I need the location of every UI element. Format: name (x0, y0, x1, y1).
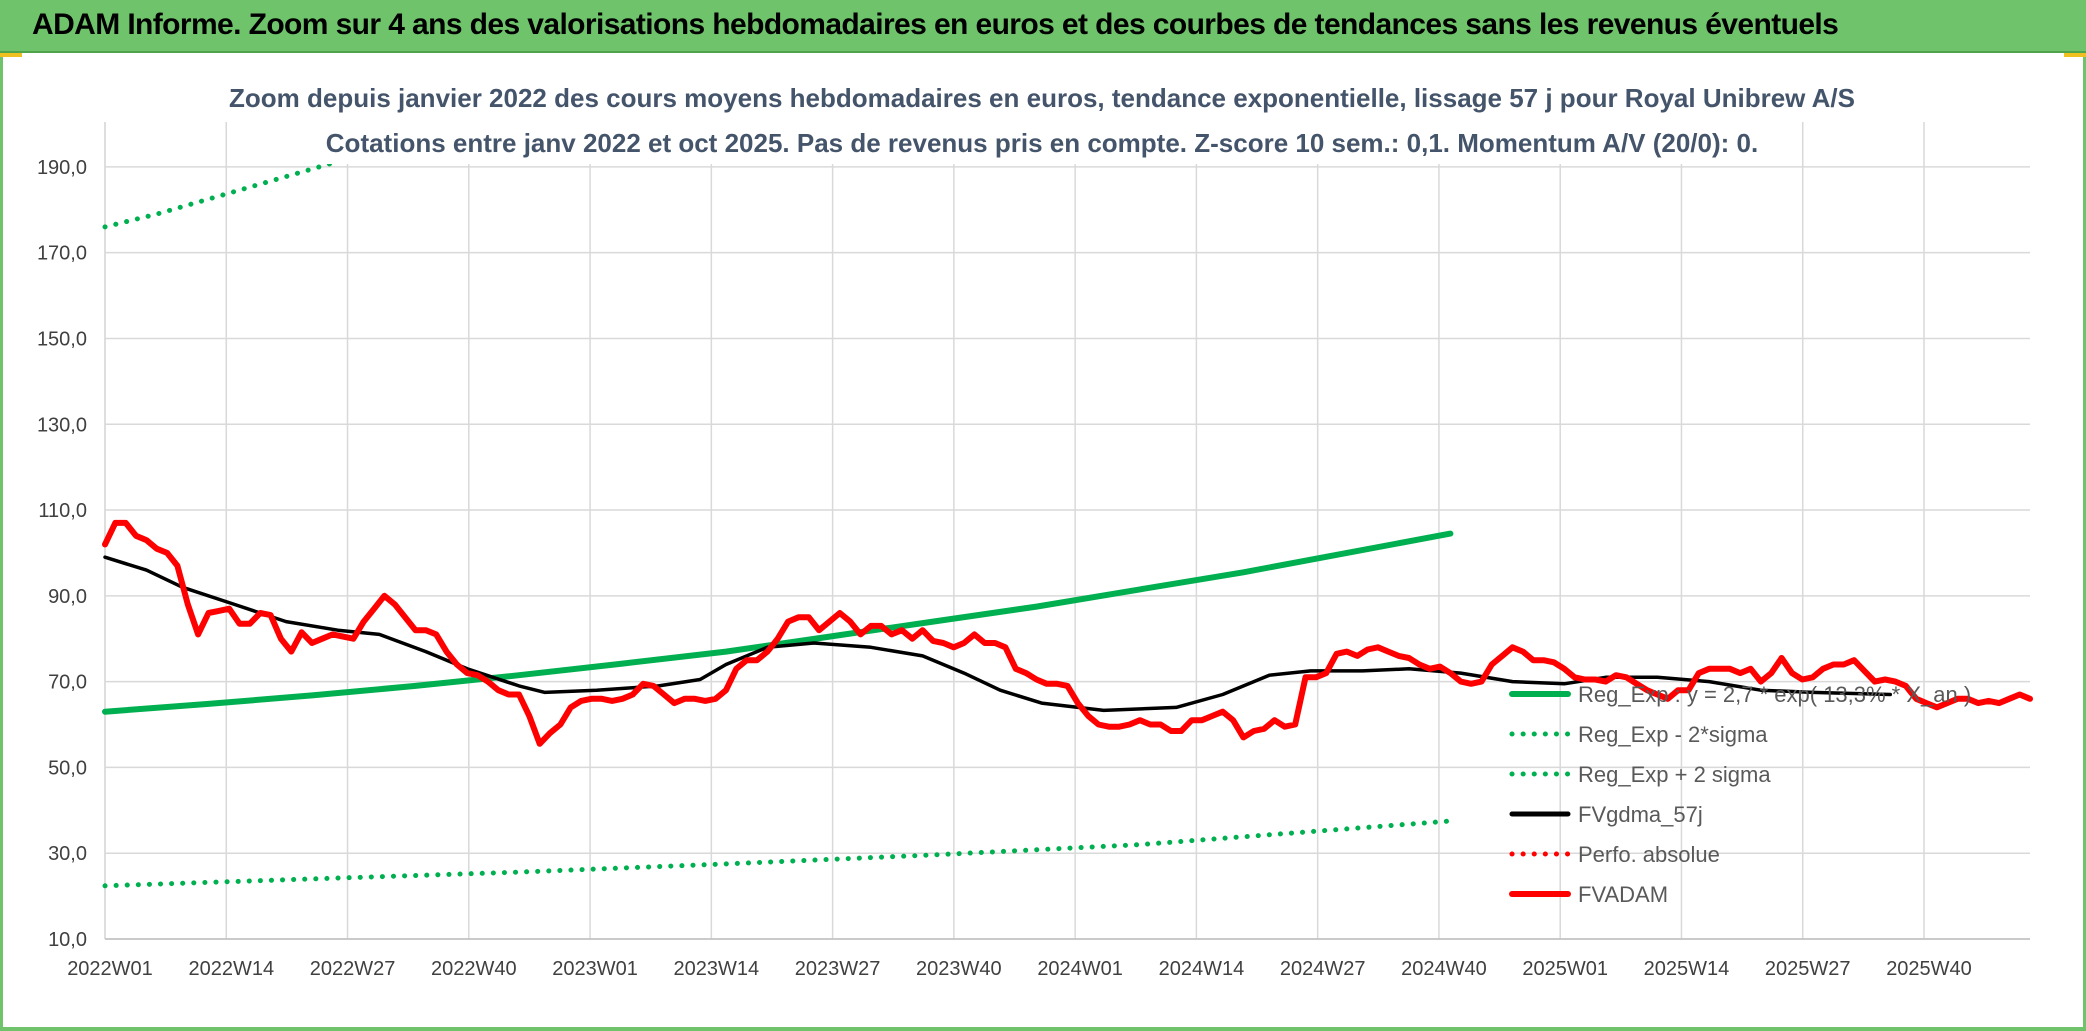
x-tick-label: 2025W27 (1765, 958, 1851, 980)
series-line-0 (102, 530, 1454, 715)
x-tick-label: 2023W27 (795, 958, 881, 980)
x-tick-label: 2024W14 (1159, 958, 1245, 980)
y-tick-label: 90,0 (48, 586, 87, 608)
x-tick-label: 2023W01 (552, 958, 638, 980)
series-line-5 (102, 519, 2033, 747)
frame-corner-right (2064, 53, 2086, 57)
y-tick-label: 190,0 (37, 157, 87, 179)
chart-title-box: Zoom depuis janvier 2022 des cours moyen… (229, 78, 1855, 164)
report-banner: ADAM Informe. Zoom sur 4 ans des valoris… (0, 0, 2086, 53)
x-tick-label: 2025W14 (1644, 958, 1730, 980)
y-tick-label: 150,0 (37, 328, 87, 350)
y-tick-label: 50,0 (48, 757, 87, 779)
series-line-3 (103, 555, 1893, 713)
legend-label-0: Reg_Exp : y = 2,7 * exp( 13,3% * X_an ) (1578, 682, 1971, 707)
chart-title-background (300, 78, 1782, 164)
y-tick-label: 10,0 (48, 929, 87, 951)
x-tick-label: 2025W01 (1522, 958, 1608, 980)
y-axis: 10,0 30,0 50,0 70,0 90,0 110,0 130,0 150,0 170,0… (37, 157, 87, 951)
x-tick-label: 2023W14 (674, 958, 760, 980)
x-tick-label: 2022W01 (67, 958, 153, 980)
y-tick-label: 70,0 (48, 672, 87, 694)
frame-corner-left (0, 53, 22, 57)
series-line-1 (102, 818, 1453, 889)
legend-label-5: FVADAM (1578, 882, 1668, 907)
x-tick-label: 2024W01 (1037, 958, 1123, 980)
series-line-2 (102, 121, 470, 230)
x-tick-label: 2022W40 (431, 958, 517, 980)
legend-label-1: Reg_Exp - 2*sigma (1578, 722, 1768, 747)
y-tick-label: 110,0 (38, 500, 87, 522)
legend-label-3: FVgdma_57j (1578, 802, 1703, 827)
y-tick-label: 170,0 (37, 243, 87, 265)
y-tick-label: 30,0 (48, 843, 87, 865)
legend-label-2: Reg_Exp + 2 sigma (1578, 762, 1771, 787)
y-tick-label: 130,0 (37, 414, 87, 436)
chart-grid (104, 122, 2030, 940)
x-tick-label: 2024W27 (1280, 958, 1366, 980)
x-tick-label: 2024W40 (1401, 958, 1487, 980)
chart-title-line-1: Zoom depuis janvier 2022 des cours moyen… (229, 83, 1855, 113)
chart-legend: Reg_Exp : y = 2,7 * exp( 13,3% * X_an ) R… (1509, 682, 1971, 907)
x-tick-label: 2022W14 (188, 958, 274, 980)
x-axis: 2022W01 2022W14 2022W27 2022W40 2023W01 2023W… (67, 958, 1972, 980)
chart-frame (0, 53, 2086, 1031)
report-title: ADAM Informe. Zoom sur 4 ans des valoris… (32, 8, 1839, 41)
x-tick-label: 2022W27 (310, 958, 396, 980)
chart-title-line-2: Cotations entre janv 2022 et oct 2025. P… (326, 128, 1758, 158)
x-tick-label: 2023W40 (916, 958, 1002, 980)
x-tick-label: 2025W40 (1886, 958, 1972, 980)
legend-label-4: Perfo. absolue (1578, 842, 1720, 867)
